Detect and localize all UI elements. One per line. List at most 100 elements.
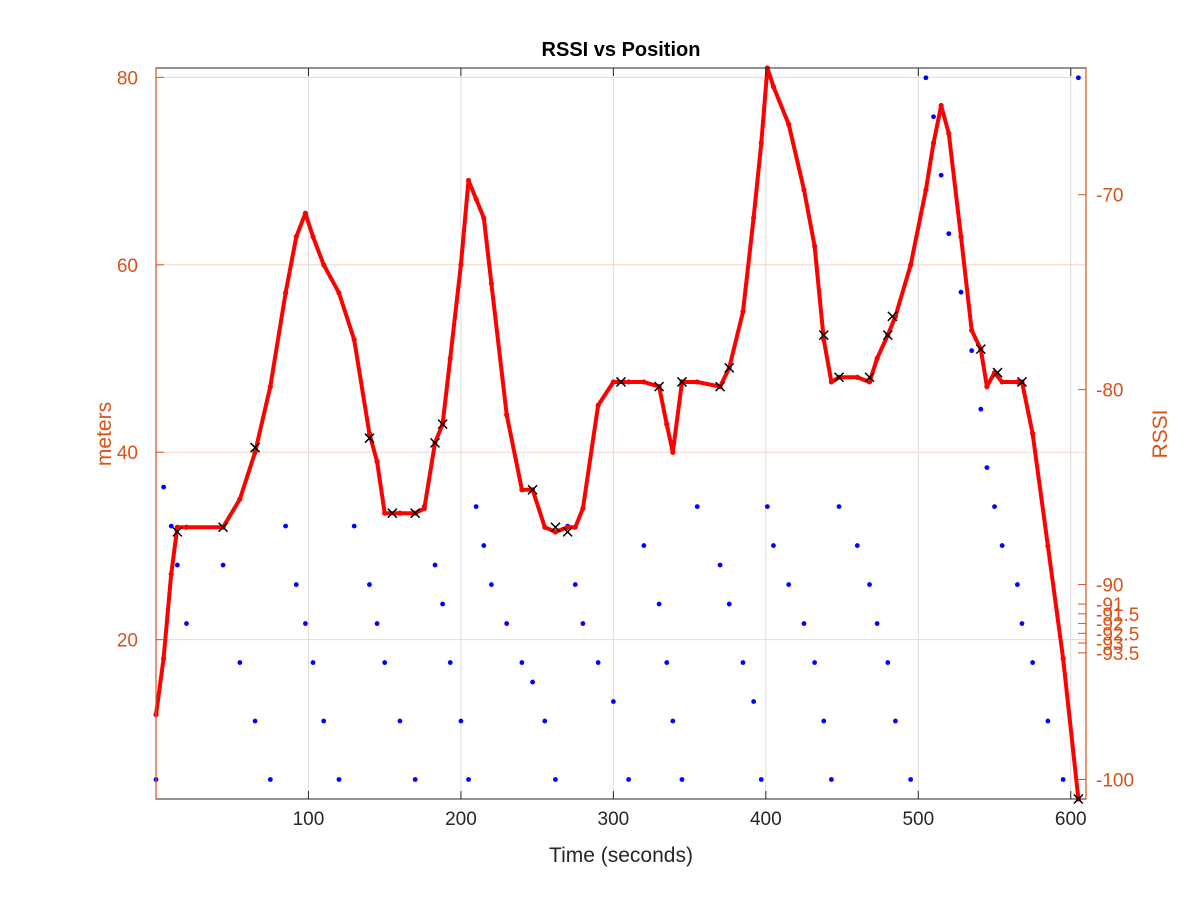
right-y-tick-label: -93.5: [1096, 644, 1139, 665]
position-point: [293, 234, 299, 240]
rssi-point: [931, 114, 936, 120]
event-marker: [387, 508, 398, 519]
position-point: [786, 121, 792, 127]
position-point: [473, 196, 479, 202]
event-marker: [715, 381, 726, 392]
event-marker: [410, 508, 421, 519]
position-point: [321, 262, 327, 268]
rssi-point: [626, 777, 632, 782]
left-y-axis-label: meters: [93, 402, 116, 466]
rssi-point: [432, 562, 438, 568]
position-point: [595, 402, 601, 408]
rssi-point: [984, 465, 990, 471]
event-marker: [550, 522, 561, 533]
rssi-point: [252, 718, 258, 724]
rssi-point: [656, 601, 662, 607]
position-point: [751, 215, 757, 221]
rssi-point: [466, 777, 471, 782]
position-point: [641, 379, 647, 385]
x-tick-label: 100: [293, 809, 325, 830]
position-point: [351, 337, 357, 343]
rssi-point: [303, 621, 308, 626]
series-layer: [153, 65, 1084, 805]
position-point: [174, 524, 180, 530]
position-point: [542, 524, 548, 530]
left-y-tick-label: 20: [117, 631, 138, 652]
event-markers: [172, 311, 1084, 805]
rssi-point: [473, 504, 479, 509]
event-marker: [724, 362, 735, 373]
position-point: [580, 505, 586, 512]
rssi-point: [946, 231, 952, 237]
position-point: [874, 355, 880, 362]
position-point: [930, 140, 937, 146]
rssi-point: [530, 679, 535, 685]
rssi-point: [1045, 718, 1051, 724]
position-point: [481, 215, 487, 221]
rssi-point: [821, 718, 827, 724]
x-tick-label: 500: [902, 809, 934, 830]
right-y-tick-label: -92.5: [1096, 624, 1139, 645]
rssi-point: [382, 660, 388, 665]
rssi-point: [237, 660, 243, 665]
rssi-point: [758, 777, 764, 782]
event-marker: [172, 526, 183, 537]
event-marker: [864, 372, 875, 383]
rssi-point: [893, 718, 898, 724]
rssi-point: [367, 582, 372, 587]
position-point: [572, 524, 578, 530]
rssi-point: [572, 582, 578, 587]
event-marker: [429, 437, 441, 448]
position-point: [946, 131, 952, 137]
position-point: [740, 309, 746, 315]
position-point: [984, 384, 990, 390]
plot-area-frame: [155, 67, 1087, 800]
rssi-point: [283, 523, 288, 529]
right-y-tick-label: -100: [1096, 771, 1134, 792]
position-point: [282, 290, 289, 296]
position-line: [154, 66, 1081, 801]
event-marker: [676, 376, 688, 387]
event-marker: [562, 526, 573, 537]
rssi-point: [168, 523, 174, 529]
rssi-point: [664, 660, 670, 665]
rssi-point: [447, 660, 453, 665]
rssi-point: [1019, 621, 1025, 626]
rssi-point: [440, 601, 446, 607]
x-tick-label: 300: [598, 809, 630, 830]
rssi-point: [184, 621, 189, 626]
rssi-point: [374, 621, 380, 626]
position-point: [758, 140, 764, 146]
position-point: [336, 290, 342, 296]
rssi-point: [938, 172, 944, 178]
position-point: [397, 510, 403, 516]
rssi-point: [489, 582, 494, 587]
event-marker: [437, 419, 448, 430]
grid-lines: [156, 68, 1086, 799]
position-point: [458, 262, 464, 268]
position-point: [183, 524, 190, 530]
left-y-axis-ticks: 20 40 60 80: [117, 68, 164, 652]
position-point: [801, 187, 807, 193]
position-point: [908, 262, 914, 268]
position-point: [366, 430, 373, 437]
position-point: [1030, 430, 1036, 437]
position-point: [999, 379, 1005, 385]
rssi-point: [908, 777, 914, 782]
right-y-axis-ticks: -70 -80 -90-91-91.5-92-92.5-93-93.5 -100: [1078, 186, 1139, 792]
position-point: [565, 524, 571, 530]
position-point: [670, 449, 676, 455]
x-tick-label: 400: [750, 809, 782, 830]
position-point: [770, 84, 777, 90]
event-marker: [975, 344, 986, 355]
x-axis-label: Time (seconds): [549, 844, 693, 867]
left-y-tick-label: 60: [117, 256, 138, 277]
rssi-point: [999, 543, 1005, 548]
event-marker: [615, 376, 627, 387]
position-point: [465, 177, 472, 184]
position-point: [382, 510, 388, 516]
rssi-point: [351, 523, 357, 529]
rssi-point: [992, 504, 997, 509]
position-point: [168, 571, 174, 577]
event-marker: [992, 367, 1003, 378]
